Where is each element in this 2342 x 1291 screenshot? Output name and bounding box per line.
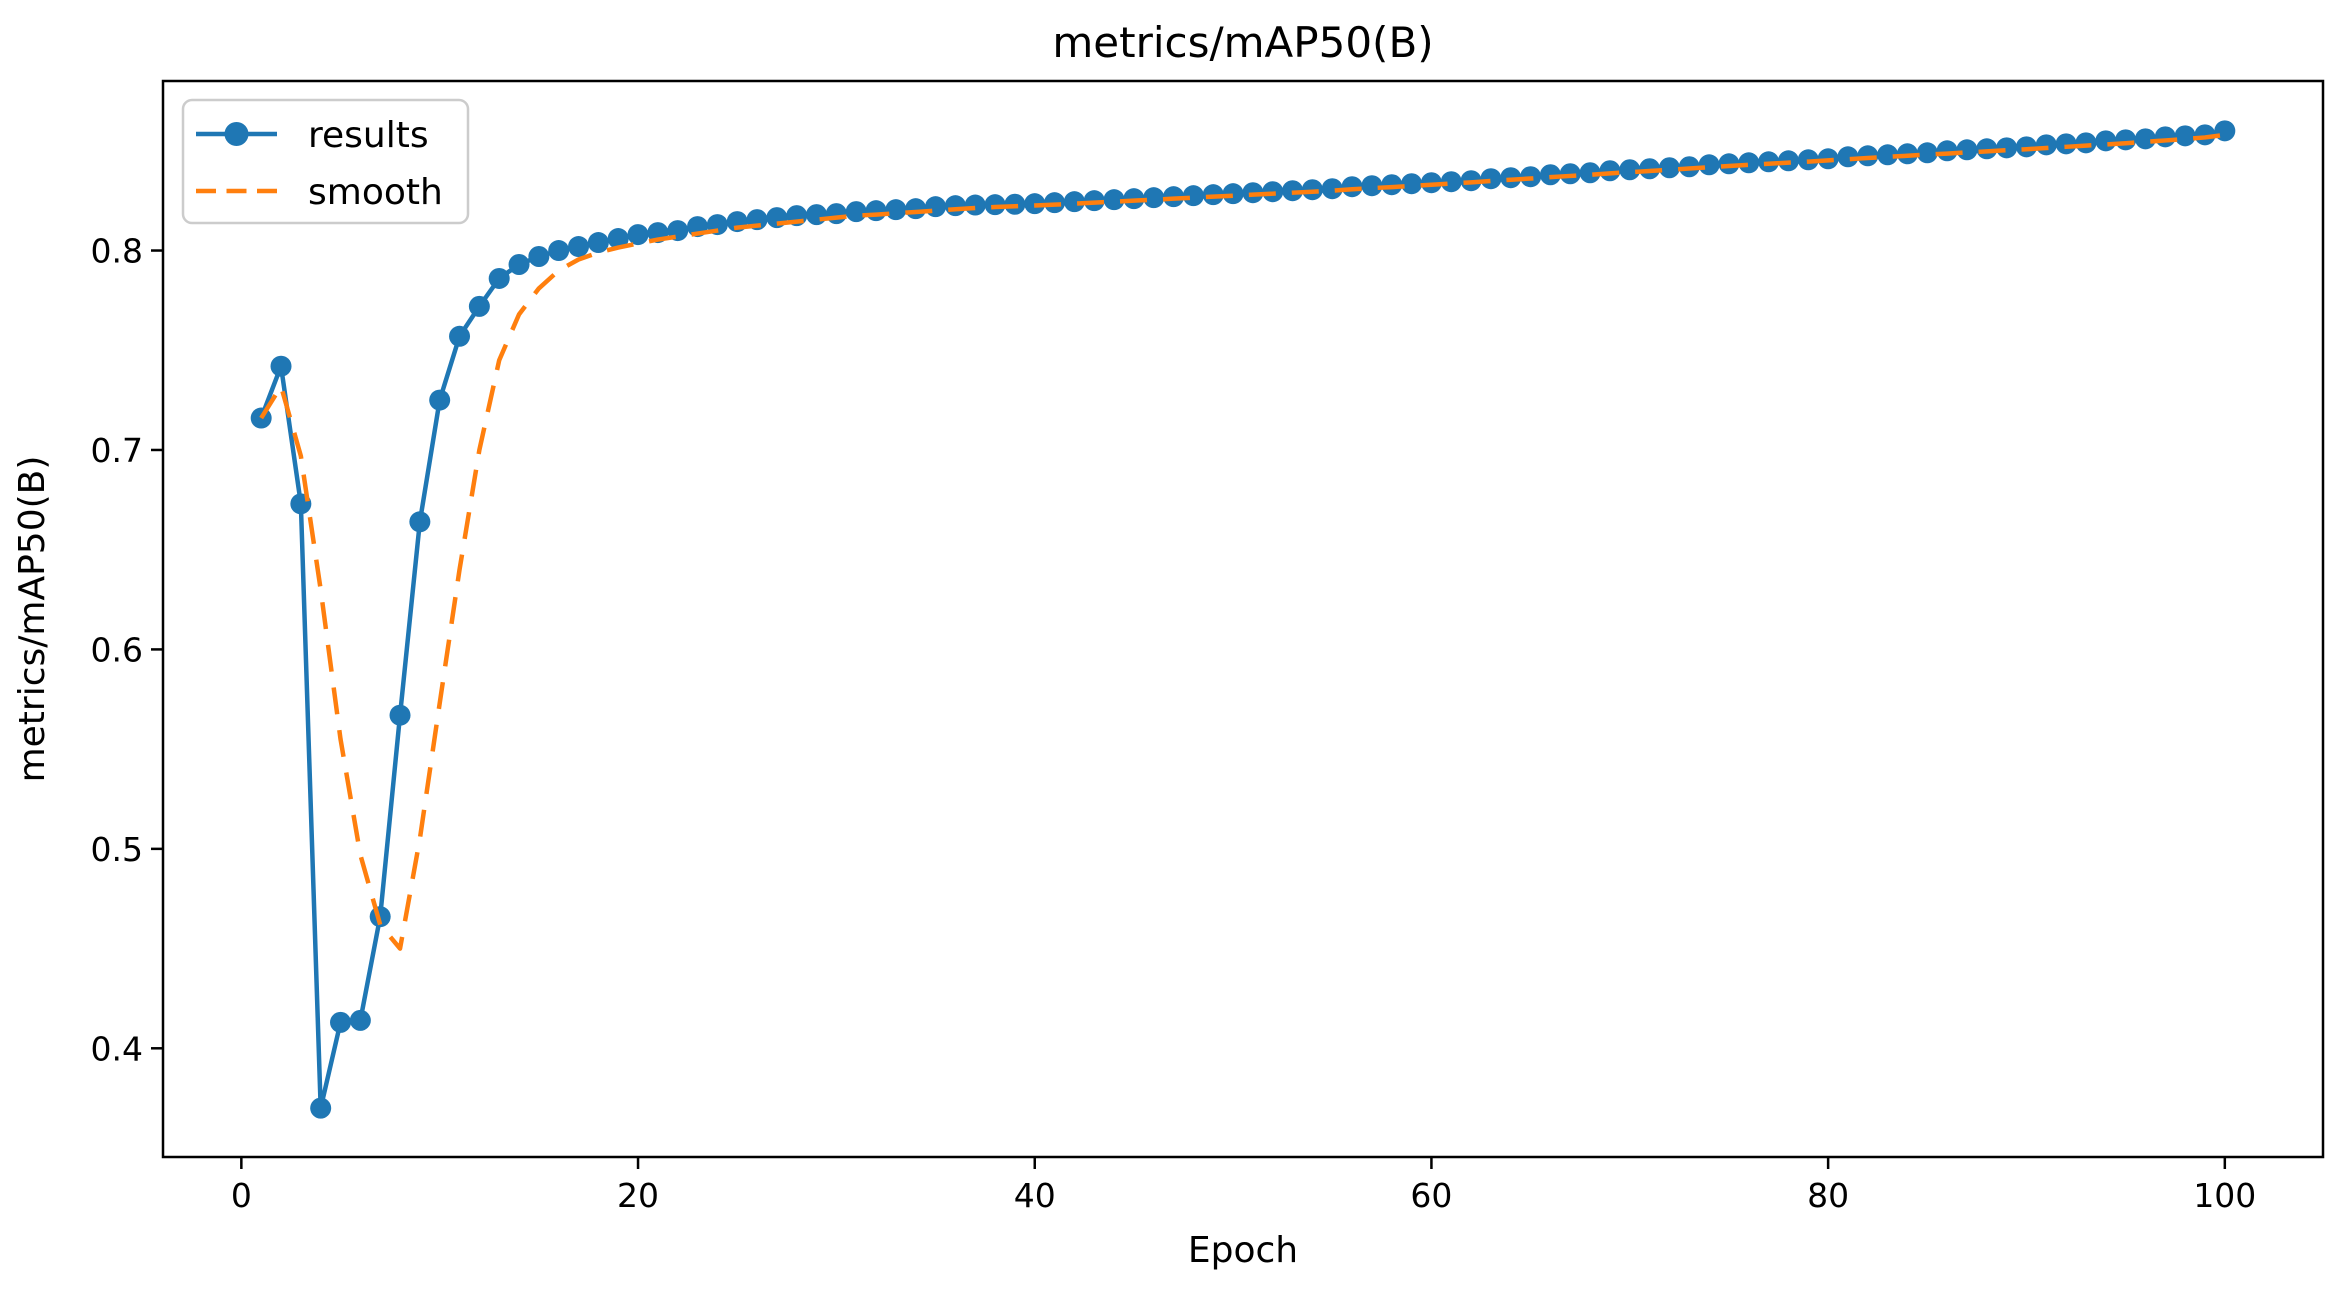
- plot-series: [250, 120, 2236, 1119]
- results-marker: [528, 246, 550, 268]
- legend-box: [181, 98, 470, 225]
- results-marker: [2134, 128, 2156, 150]
- results-marker: [2154, 126, 2176, 148]
- results-marker: [1698, 154, 1720, 176]
- results-marker: [488, 267, 510, 289]
- results-marker: [865, 200, 887, 222]
- y-tick-label: 0.5: [91, 830, 143, 869]
- x-tick-label: 40: [1014, 1176, 1056, 1215]
- y-axis-ticks: 0.4 0.5 0.6 0.7 0.8: [91, 232, 163, 1068]
- results-marker: [905, 198, 927, 220]
- y-tick-label: 0.6: [91, 630, 143, 669]
- results-marker: [2055, 133, 2077, 155]
- results-marker: [1401, 173, 1423, 195]
- y-tick-label: 0.8: [91, 232, 143, 271]
- results-marker: [1341, 176, 1363, 198]
- x-axis-ticks: 0 20 40 60 80 100: [231, 1157, 2256, 1215]
- results-marker: [925, 196, 947, 218]
- results-marker: [2015, 136, 2037, 158]
- results-marker: [1440, 171, 1462, 193]
- results-marker: [1658, 157, 1680, 179]
- results-marker: [885, 199, 907, 221]
- results-marker: [389, 704, 411, 726]
- results-marker: [1063, 191, 1085, 213]
- results-marker: [270, 355, 292, 377]
- results-marker: [1222, 183, 1244, 205]
- results-marker: [449, 325, 471, 347]
- x-axis-label: Epoch: [1188, 1230, 1298, 1271]
- results-marker: [627, 224, 649, 246]
- results-marker: [1976, 138, 1998, 160]
- results-marker: [1103, 189, 1125, 211]
- x-tick-label: 80: [1807, 1176, 1849, 1215]
- results-marker: [1916, 142, 1938, 164]
- x-tick-label: 100: [2193, 1176, 2256, 1215]
- results-marker: [508, 253, 530, 275]
- y-tick-label: 0.4: [91, 1029, 143, 1068]
- results-marker: [2075, 132, 2097, 154]
- legend-smooth-label: smooth: [308, 172, 443, 213]
- results-marker: [607, 228, 629, 250]
- results-marker: [2214, 120, 2236, 142]
- results-marker: [1619, 159, 1641, 181]
- results-marker: [845, 201, 867, 223]
- results-marker: [310, 1097, 332, 1119]
- results-marker: [330, 1011, 352, 1033]
- results-marker: [1480, 168, 1502, 190]
- results-marker: [984, 194, 1006, 216]
- legend-results-marker-sample: [224, 122, 249, 146]
- results-marker: [1956, 139, 1978, 161]
- results-marker: [1599, 160, 1621, 182]
- results-marker: [2035, 134, 2057, 156]
- results-marker: [1321, 178, 1343, 200]
- smooth-line: [259, 132, 2226, 951]
- results-marker: [825, 203, 847, 225]
- results-marker: [587, 232, 609, 254]
- chart-title: metrics/mAP50(B): [1052, 18, 1433, 67]
- results-marker: [1182, 185, 1204, 207]
- results-marker: [409, 511, 431, 533]
- legend: results smooth: [181, 98, 470, 225]
- results-marker: [2174, 125, 2196, 147]
- results-marker: [944, 195, 966, 217]
- results-marker: [2095, 130, 2117, 152]
- results-marker: [468, 295, 490, 317]
- results-marker: [806, 204, 828, 226]
- results-marker: [1381, 174, 1403, 196]
- results-marker: [1361, 175, 1383, 197]
- results-marker: [1579, 162, 1601, 184]
- results-marker: [2115, 129, 2137, 151]
- results-marker: [1837, 146, 1859, 168]
- results-line: [259, 128, 2226, 1111]
- x-tick-label: 60: [1410, 1176, 1452, 1215]
- results-marker: [548, 240, 570, 262]
- y-tick-label: 0.7: [91, 431, 143, 470]
- results-marker: [1539, 164, 1561, 186]
- x-tick-label: 20: [617, 1176, 659, 1215]
- legend-results-label: results: [308, 115, 429, 156]
- results-marker: [1738, 152, 1760, 174]
- results-marker: [429, 389, 451, 411]
- results-marker: [568, 236, 590, 258]
- results-marker: [1996, 137, 2018, 159]
- results-marker: [349, 1009, 371, 1031]
- plot-frame: [161, 79, 2325, 1159]
- results-marker: [1143, 187, 1165, 209]
- x-tick-label: 0: [231, 1176, 252, 1215]
- results-marker: [1877, 144, 1899, 166]
- results-marker: [1936, 140, 1958, 162]
- y-axis-label: metrics/mAP50(B): [12, 456, 53, 783]
- results-marker: [964, 194, 986, 216]
